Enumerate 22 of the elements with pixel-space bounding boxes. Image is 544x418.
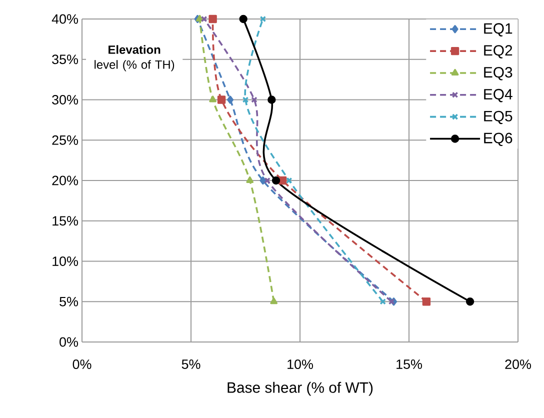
y-axis-title: Elevation level (% of TH) — [94, 45, 174, 72]
y-tick-label: 10% — [52, 256, 78, 266]
y-tick-label: 20% — [52, 176, 78, 186]
y-tick-label: 40% — [52, 14, 78, 24]
x-tick-label: 20% — [505, 360, 531, 370]
x-tick-label: 5% — [182, 360, 200, 369]
x-tick-label: 0% — [72, 360, 92, 370]
y-tick-label: 0% — [60, 337, 78, 347]
y-tick-label: 35% — [52, 54, 78, 64]
legend-label: EQ3 — [484, 67, 512, 80]
x-tick-label: 10% — [288, 360, 313, 370]
legend-label: EQ2 — [484, 45, 512, 58]
y-tick-label: 30% — [52, 94, 78, 105]
legend-label: EQ5 — [484, 110, 512, 124]
legend-label: EQ1 — [484, 23, 512, 36]
x-axis-title: Base shear (% of WT) — [228, 382, 373, 396]
y-tick-label: 5% — [60, 296, 78, 306]
y-tick-label: 25% — [52, 135, 78, 145]
legend-label: EQ4 — [484, 88, 512, 102]
x-tick-label: 15% — [396, 360, 422, 369]
y-tick-label: 15% — [52, 216, 78, 226]
legend-label: EQ6 — [484, 132, 512, 146]
